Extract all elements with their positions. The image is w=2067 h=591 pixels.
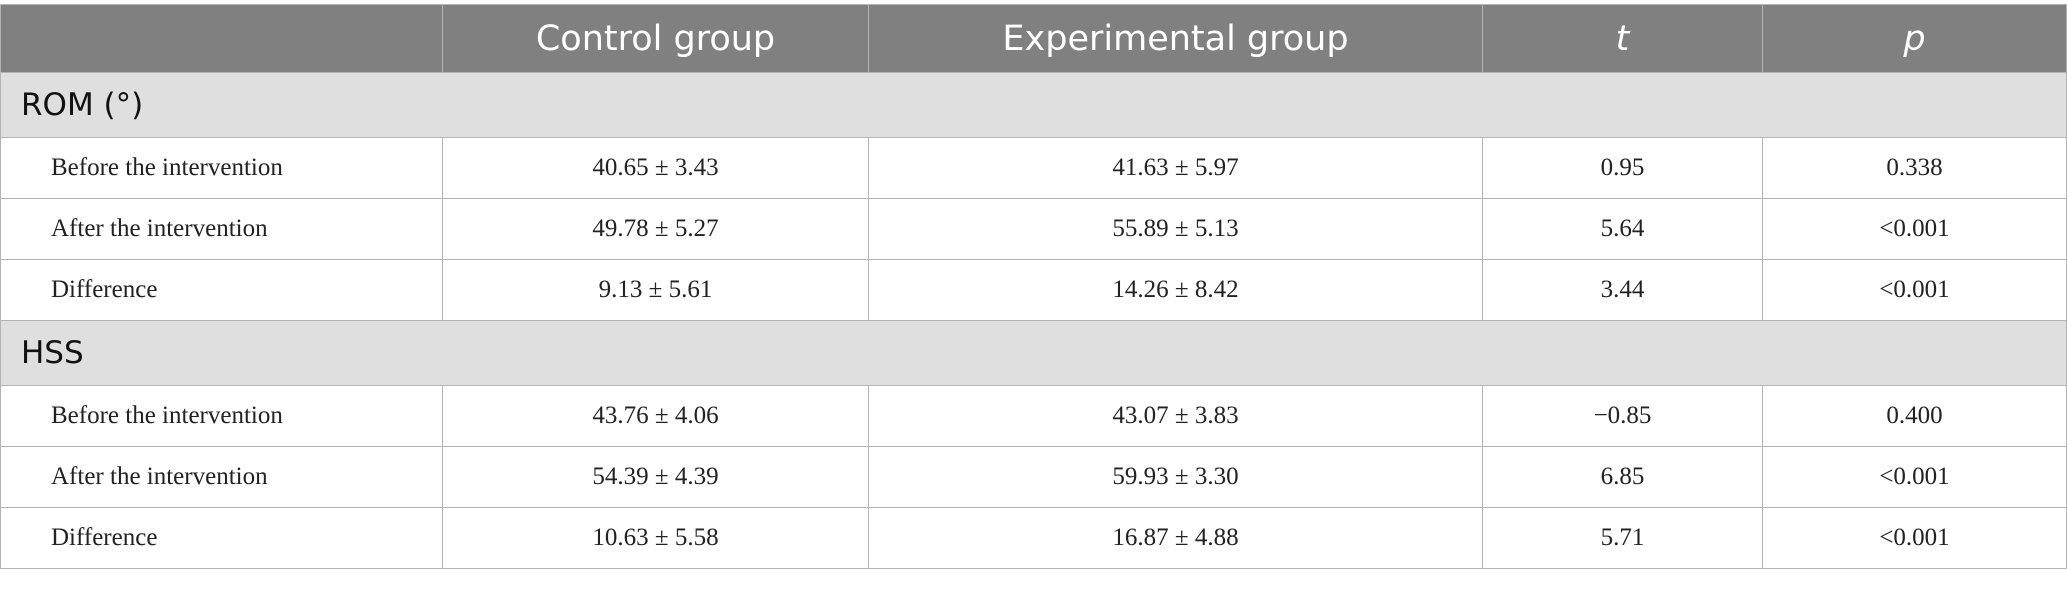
p-value: <0.001 [1762,507,2067,569]
row-label: After the intervention [0,446,443,508]
header-cell-empty [0,4,443,73]
results-table: Control group Experimental group t p ROM… [0,4,2067,569]
t-value: 5.64 [1482,198,1763,260]
p-value: 0.400 [1762,385,2067,447]
table-body: ROM (°) Before the intervention 40.65 ± … [0,72,2067,569]
header-p: p [1762,4,2067,73]
control-value: 10.63 ± 5.58 [442,507,869,569]
header-experimental-group: Experimental group [868,4,1483,73]
row-label: After the intervention [0,198,443,260]
experimental-value: 43.07 ± 3.83 [868,385,1483,447]
row-label: Difference [0,507,443,569]
section-title: ROM (°) [0,72,2067,138]
experimental-value: 55.89 ± 5.13 [868,198,1483,260]
table-row: After the intervention 49.78 ± 5.27 55.8… [0,198,2067,260]
section-row-hss: HSS [0,320,2067,386]
table-row: Difference 9.13 ± 5.61 14.26 ± 8.42 3.44… [0,259,2067,321]
row-label: Before the intervention [0,137,443,199]
t-value: −0.85 [1482,385,1763,447]
row-label: Difference [0,259,443,321]
p-value: 0.338 [1762,137,2067,199]
table-row: Difference 10.63 ± 5.58 16.87 ± 4.88 5.7… [0,507,2067,569]
p-value: <0.001 [1762,259,2067,321]
p-value: <0.001 [1762,446,2067,508]
section-title: HSS [0,320,2067,386]
t-value: 5.71 [1482,507,1763,569]
header-row: Control group Experimental group t p [0,4,2067,73]
control-value: 54.39 ± 4.39 [442,446,869,508]
t-value: 6.85 [1482,446,1763,508]
experimental-value: 59.93 ± 3.30 [868,446,1483,508]
row-label: Before the intervention [0,385,443,447]
control-value: 40.65 ± 3.43 [442,137,869,199]
experimental-value: 14.26 ± 8.42 [868,259,1483,321]
experimental-value: 16.87 ± 4.88 [868,507,1483,569]
t-value: 3.44 [1482,259,1763,321]
header-control-group: Control group [442,4,869,73]
control-value: 9.13 ± 5.61 [442,259,869,321]
control-value: 43.76 ± 4.06 [442,385,869,447]
table-row: After the intervention 54.39 ± 4.39 59.9… [0,446,2067,508]
table-header: Control group Experimental group t p [0,4,2067,73]
experimental-value: 41.63 ± 5.97 [868,137,1483,199]
p-value: <0.001 [1762,198,2067,260]
header-t: t [1482,4,1763,73]
t-value: 0.95 [1482,137,1763,199]
section-row-rom: ROM (°) [0,72,2067,138]
table-row: Before the intervention 43.76 ± 4.06 43.… [0,385,2067,447]
control-value: 49.78 ± 5.27 [442,198,869,260]
table-row: Before the intervention 40.65 ± 3.43 41.… [0,137,2067,199]
